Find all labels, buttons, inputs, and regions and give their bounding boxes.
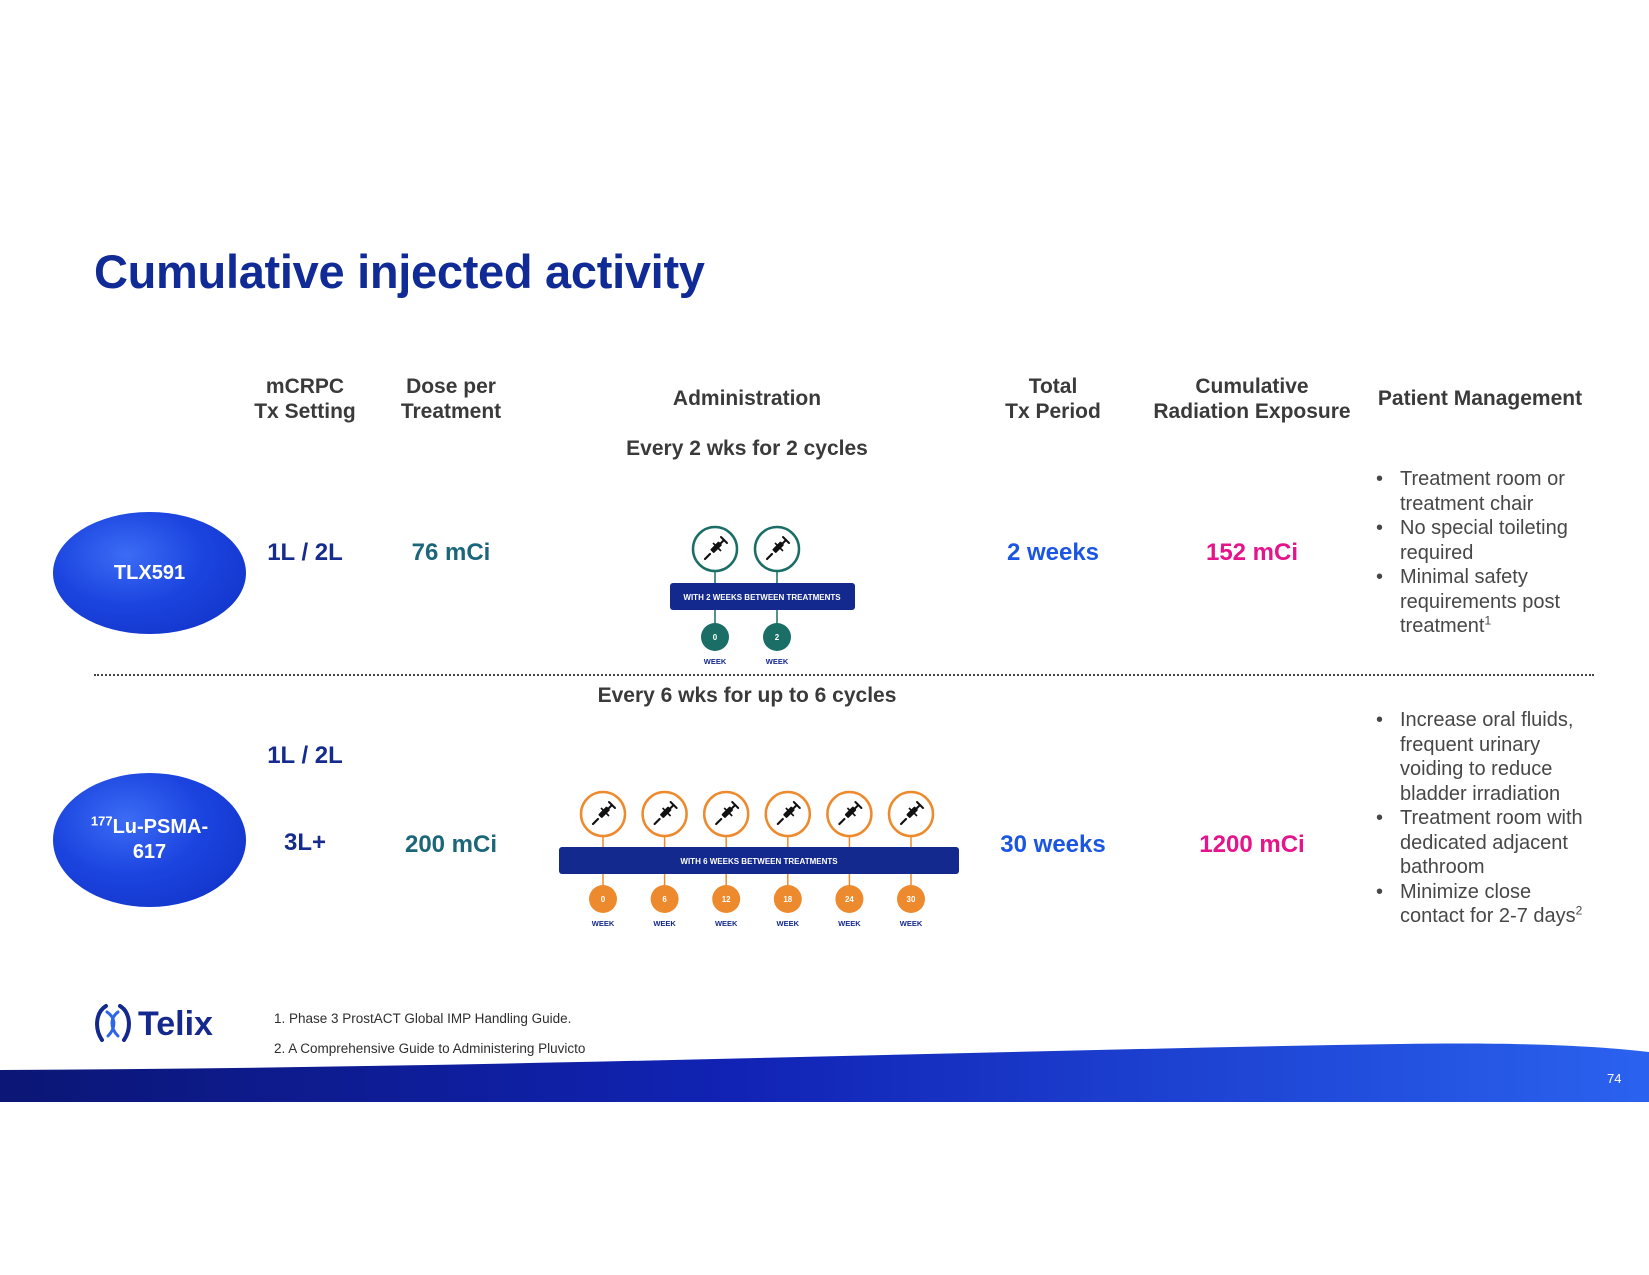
header-cumulative: Cumulative Radiation Exposure — [1153, 375, 1351, 423]
timeline-banner-label: WITH 2 WEEKS BETWEEN TREATMENTS — [683, 593, 841, 602]
syringe-icon — [764, 790, 812, 838]
header-dose: Dose per Treatment — [400, 375, 502, 423]
tx-setting-row2-a: 1L / 2L — [267, 742, 343, 769]
product-pill-tlx591: TLX591 — [53, 512, 246, 634]
week-label: WEEK — [704, 657, 727, 666]
syringe-icon — [641, 790, 688, 838]
total-period-row1: 2 weeks — [1006, 539, 1100, 566]
isotope-superscript: 177 — [90, 813, 113, 829]
week-number: 30 — [907, 895, 916, 904]
timeline-row1: WITH 2 WEEKS BETWEEN TREATMENTS 0 WEEK 2… — [670, 525, 855, 666]
header-patient-management: Patient Management — [1377, 387, 1583, 410]
week-label: WEEK — [838, 919, 861, 928]
footnote-ref: 2 — [1575, 903, 1583, 918]
timeline-row2: 0 WEEK 6 WEEK 12 WEEK 18 WEEK 24 WEEK 30 WEEK WITH … — [559, 790, 959, 928]
tx-setting-row1: 1L / 2L — [267, 539, 343, 566]
week-label: WEEK — [766, 657, 789, 666]
week-number: 12 — [722, 895, 731, 904]
logo-text: Telix — [138, 1004, 213, 1043]
week-number: 18 — [783, 895, 792, 904]
management-item: Minimal safety requirements post treatme… — [1376, 565, 1594, 639]
management-list-row2: Increase oral fluids, frequent urinary v… — [1376, 708, 1594, 929]
syringe-icon — [753, 525, 801, 573]
timeline-banner — [559, 847, 959, 874]
week-marker: 24 WEEK — [835, 885, 864, 928]
week-label: WEEK — [900, 919, 923, 928]
product-pill-lu-psma-617: 177Lu-PSMA-617 — [53, 773, 246, 907]
management-item: No special toileting required — [1376, 516, 1594, 565]
cumulative-row1: 152 mCi — [1205, 539, 1299, 566]
week-number: 2 — [775, 633, 780, 642]
management-item: Minimize close contact for 2-7 days2 — [1376, 880, 1594, 929]
week-label: WEEK — [653, 919, 676, 928]
syringe-icon — [691, 525, 739, 573]
week-marker: 6 WEEK — [650, 885, 679, 928]
week-number: 0 — [601, 895, 606, 904]
dose-row1: 76 mCi — [411, 539, 491, 566]
product-name: Lu-PSMA-617 — [112, 816, 209, 863]
management-item: Treatment room or treatment chair — [1376, 467, 1594, 516]
tx-setting-row2-b: 3L+ — [283, 829, 327, 856]
footer-wave — [0, 1043, 1649, 1102]
week-marker: 12 WEEK — [712, 885, 741, 928]
week-number: 0 — [713, 633, 718, 642]
week-number: 6 — [662, 895, 667, 904]
week-marker: 2 WEEK — [763, 623, 791, 666]
management-list-row1: Treatment room or treatment chair No spe… — [1376, 467, 1594, 639]
total-period-row2: 30 weeks — [1000, 831, 1106, 858]
week-marker: 30 WEEK — [897, 885, 925, 928]
schedule-label-row2: Every 6 wks for up to 6 cycles — [597, 684, 897, 707]
week-marker: 0 WEEK — [701, 623, 729, 666]
row-divider — [94, 674, 1594, 676]
telix-logo-icon — [95, 1004, 131, 1042]
week-marker: 0 WEEK — [589, 885, 617, 928]
header-administration: Administration — [672, 387, 822, 410]
header-total-period: Total Tx Period — [1005, 375, 1101, 423]
syringe-icon — [702, 790, 750, 838]
footnote-ref: 1 — [1484, 613, 1492, 628]
week-label: WEEK — [777, 919, 800, 928]
syringe-icon — [579, 790, 627, 838]
week-number: 24 — [845, 895, 854, 904]
syringe-icon — [826, 790, 873, 838]
header-tx-setting: mCRPC Tx Setting — [254, 375, 356, 423]
timeline-banner — [670, 583, 855, 610]
page-number: 74 — [1607, 1071, 1622, 1086]
schedule-label-row1: Every 2 wks for 2 cycles — [626, 437, 868, 460]
page-title: Cumulative injected activity — [94, 245, 705, 298]
timeline-banner-label: WITH 6 WEEKS BETWEEN TREATMENTS — [680, 857, 838, 866]
dose-row2: 200 mCi — [404, 831, 498, 858]
week-label: WEEK — [592, 919, 615, 928]
syringe-icon — [887, 790, 935, 838]
management-item: Increase oral fluids, frequent urinary v… — [1376, 708, 1594, 806]
management-item: Treatment room with dedicated adjacent b… — [1376, 806, 1594, 880]
week-label: WEEK — [715, 919, 738, 928]
footnote-2: 2. A Comprehensive Guide to Administerin… — [274, 1041, 586, 1056]
product-name: TLX591 — [113, 561, 186, 584]
cumulative-row2: 1200 mCi — [1199, 831, 1305, 858]
footnote-1: 1. Phase 3 ProstACT Global IMP Handling … — [274, 1011, 572, 1026]
week-marker: 18 WEEK — [773, 885, 802, 928]
telix-logo: Telix — [92, 1002, 213, 1046]
